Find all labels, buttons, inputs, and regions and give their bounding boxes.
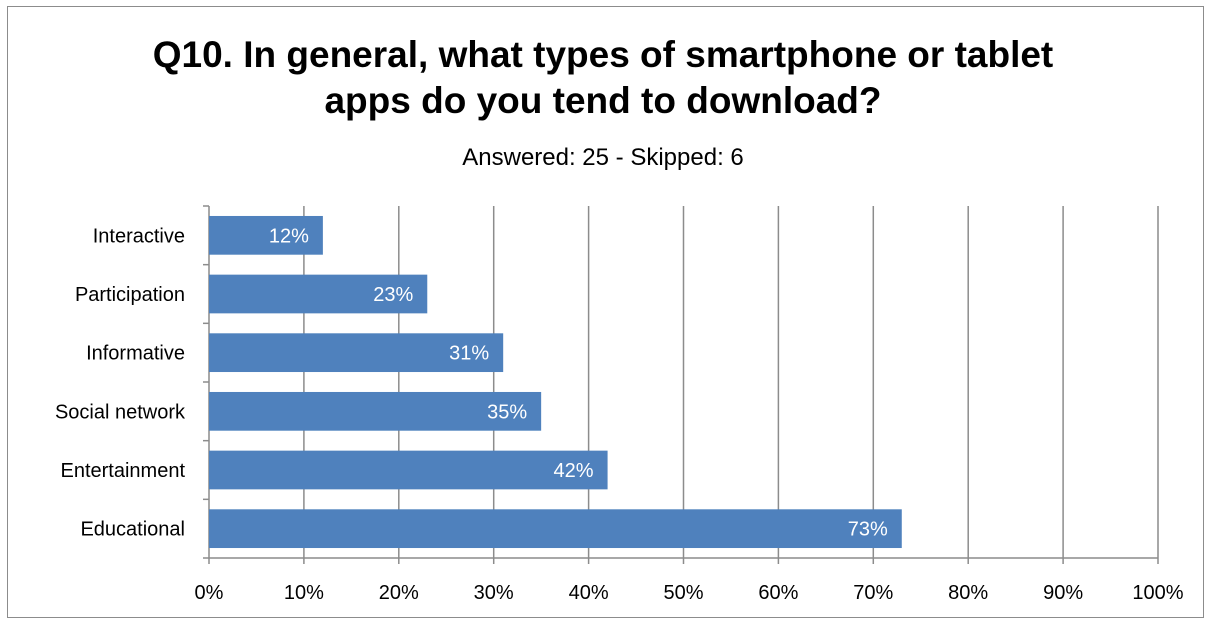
chart-title: Q10. In general, what types of smartphon… [0, 32, 1206, 124]
bar-participation [209, 274, 428, 314]
x-tick-label: 30% [474, 582, 514, 604]
x-tick-label: 70% [853, 582, 893, 604]
category-label: Interactive [93, 225, 185, 247]
data-label: 35% [487, 401, 527, 423]
x-tick-label: 100% [1132, 582, 1183, 604]
category-label: Entertainment [60, 460, 185, 482]
bar-informative [209, 333, 504, 373]
data-label: 23% [373, 284, 413, 306]
chart-frame [7, 6, 1204, 618]
x-tick-label: 40% [569, 582, 609, 604]
data-label: 73% [848, 519, 888, 541]
axes [203, 205, 1159, 564]
x-tick-label: 60% [758, 582, 798, 604]
chart-title-text: Q10. In general, what types of smartphon… [152, 34, 1054, 121]
x-tick-label: 80% [948, 582, 988, 604]
category-label: Educational [80, 519, 185, 541]
category-label: Social network [55, 401, 186, 423]
x-tick-label: 0% [195, 582, 224, 604]
category-label: Participation [75, 284, 185, 306]
x-tick-label: 20% [379, 582, 419, 604]
category-labels: Interactive Participation Informative Socia… [55, 225, 186, 540]
x-tick-label: 90% [1043, 582, 1083, 604]
x-tick-labels: 0% 10% 20% 30% 40% 50% 60% 70% 80% 90% 100% [195, 582, 1184, 604]
gridlines [303, 206, 1159, 558]
bars [209, 215, 902, 549]
data-label: 31% [449, 343, 489, 365]
x-tick-label: 50% [663, 582, 703, 604]
data-label: 42% [554, 460, 594, 482]
bar-entertainment [209, 450, 608, 490]
category-label: Informative [86, 343, 185, 365]
chart-subtitle: Answered: 25 - Skipped: 6 [462, 144, 744, 171]
x-tick-label: 10% [284, 582, 324, 604]
bar-social-network [209, 391, 542, 431]
bar-interactive [209, 215, 323, 255]
data-label: 12% [269, 225, 309, 247]
data-labels: 12% 23% 31% 35% 42% 73% [269, 225, 888, 540]
bar-educational [209, 509, 902, 549]
